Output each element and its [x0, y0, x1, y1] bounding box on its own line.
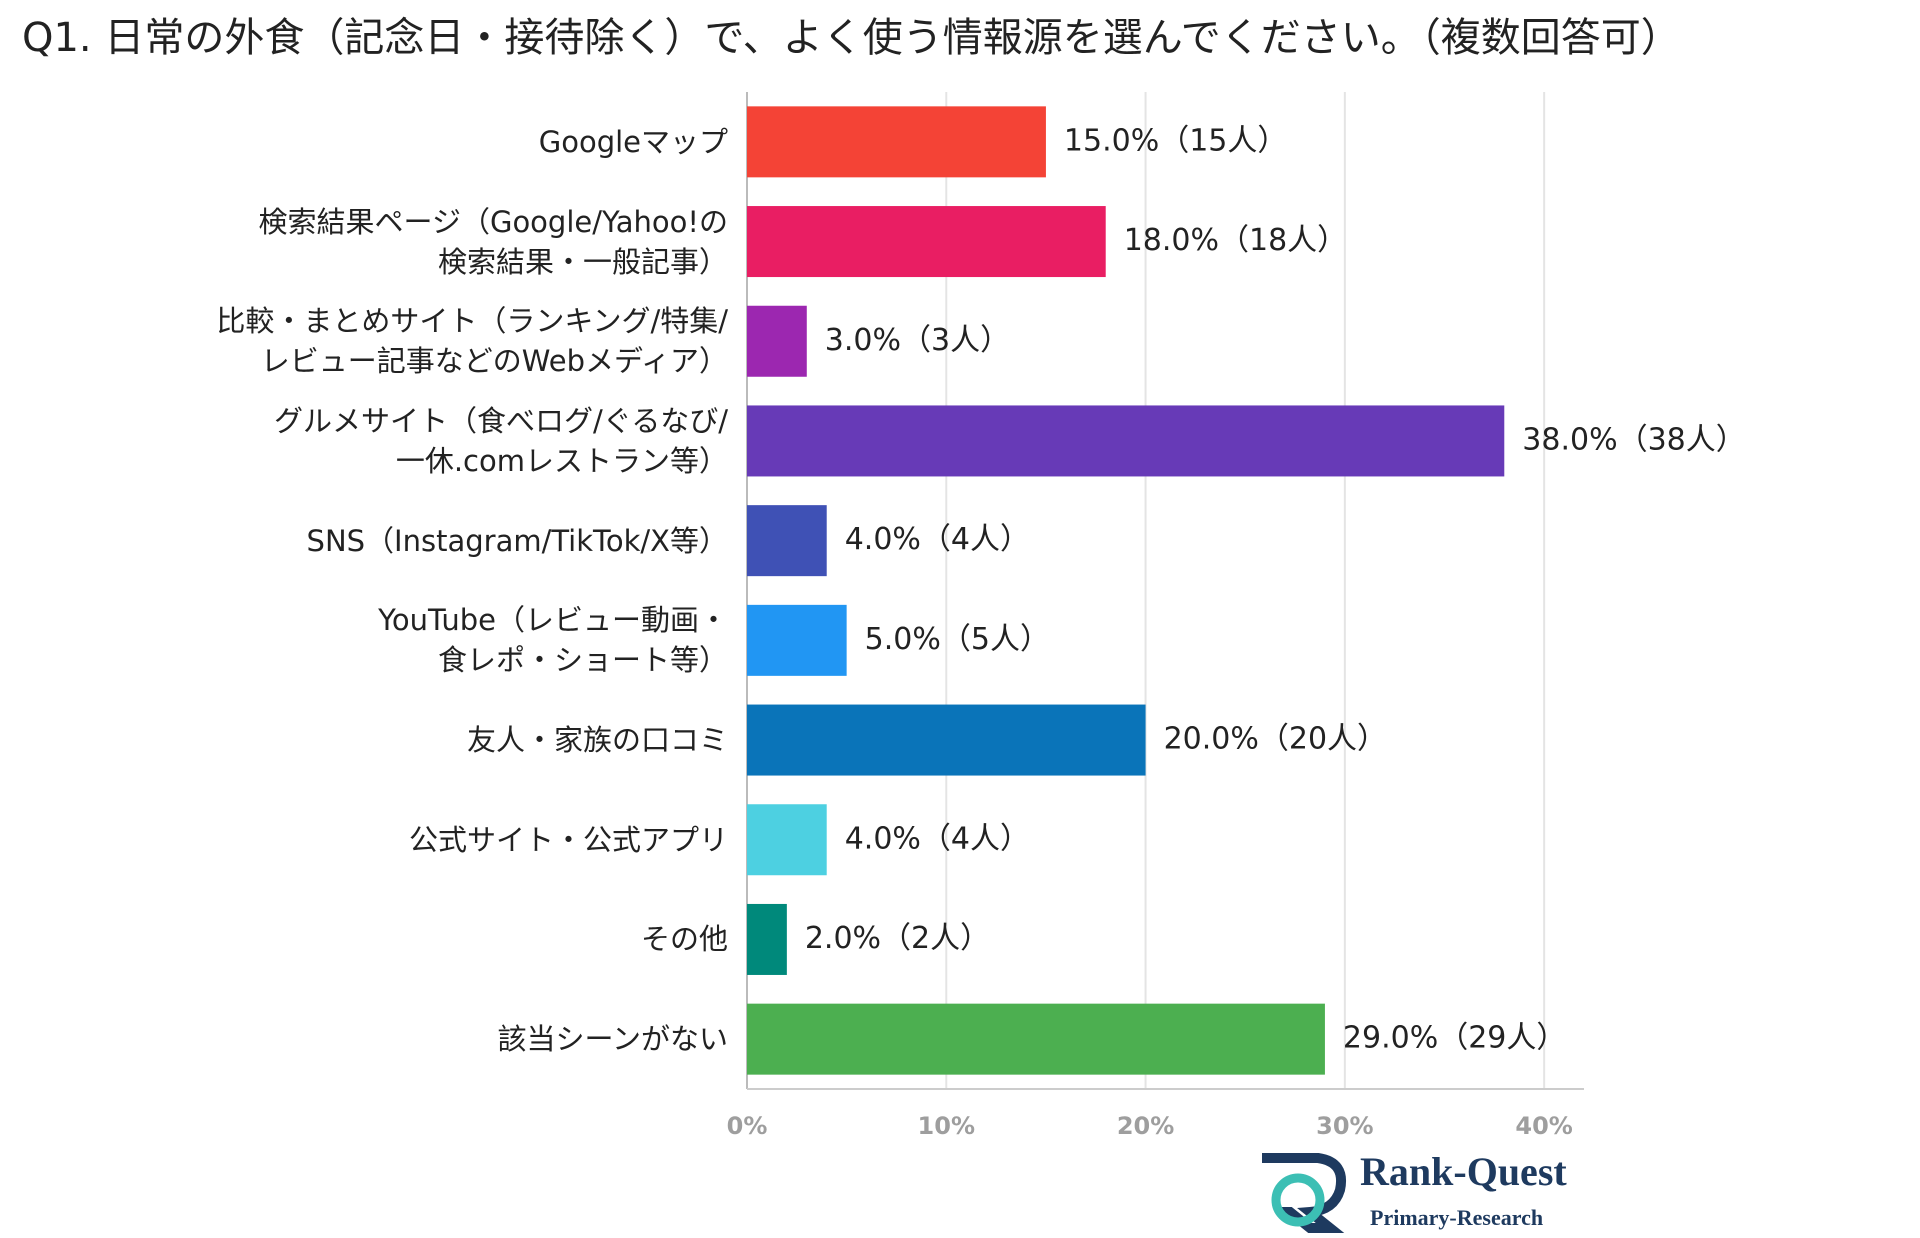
bar	[747, 106, 1046, 178]
bar	[747, 604, 847, 676]
value-label: 3.0%（3人）	[825, 323, 1010, 358]
value-label: 38.0%（38人）	[1522, 422, 1745, 457]
bar	[747, 305, 807, 377]
x-tick-label: 20%	[1117, 1112, 1174, 1140]
y-tick-label: 検索結果ページ（Google/Yahoo!の 検索結果・一般記事）	[258, 204, 728, 279]
value-label: 15.0%（15人）	[1064, 123, 1287, 158]
value-label: 29.0%（29人）	[1343, 1021, 1566, 1056]
bar	[747, 804, 827, 876]
value-label: 2.0%（2人）	[805, 921, 990, 956]
value-label: 20.0%（20人）	[1164, 722, 1387, 757]
logo-icon	[1271, 1173, 1325, 1227]
x-tick-label: 0%	[727, 1112, 768, 1140]
y-tick-label: その他	[640, 922, 728, 957]
bar	[747, 1003, 1325, 1075]
y-tick-label: 比較・まとめサイト（ランキング/特集/ レビュー記事などのWebメディア）	[216, 304, 728, 379]
y-tick-label: SNS（Instagram/TikTok/X等）	[306, 523, 728, 558]
logo-name: Rank-Quest	[1360, 1149, 1567, 1194]
logo-subtitle: Primary-Research	[1370, 1205, 1543, 1230]
value-label: 5.0%（5人）	[865, 622, 1050, 657]
bar	[747, 206, 1106, 278]
x-tick-label: 10%	[918, 1112, 975, 1140]
logo: Rank-Quest Primary-Research	[1262, 1149, 1567, 1233]
x-tick-label: 40%	[1515, 1112, 1572, 1140]
value-label: 4.0%（4人）	[845, 522, 1030, 557]
y-tick-label: 友人・家族の口コミ	[466, 723, 728, 758]
chart-title: Q1. 日常の外食（記念日・接待除く）で、よく使う情報源を選んでください。（複数…	[22, 15, 1681, 61]
y-tick-label: 公式サイト・公式アプリ	[408, 822, 728, 857]
logo-icon	[1262, 1153, 1346, 1233]
value-label: 4.0%（4人）	[845, 821, 1030, 856]
x-tick-label: 30%	[1316, 1112, 1373, 1140]
bar	[747, 704, 1146, 776]
y-tick-label: グルメサイト（食べログ/ぐるなび/ 一休.comレストラン等）	[274, 403, 728, 478]
bar	[747, 903, 787, 975]
value-label: 18.0%（18人）	[1124, 223, 1347, 258]
bar	[747, 505, 827, 577]
y-tick-label: Googleマップ	[538, 124, 728, 159]
bar	[747, 405, 1505, 477]
y-tick-label: 該当シーンがない	[497, 1022, 728, 1057]
y-tick-label: YouTube（レビュー動画・ 食レポ・ショート等）	[378, 603, 728, 678]
